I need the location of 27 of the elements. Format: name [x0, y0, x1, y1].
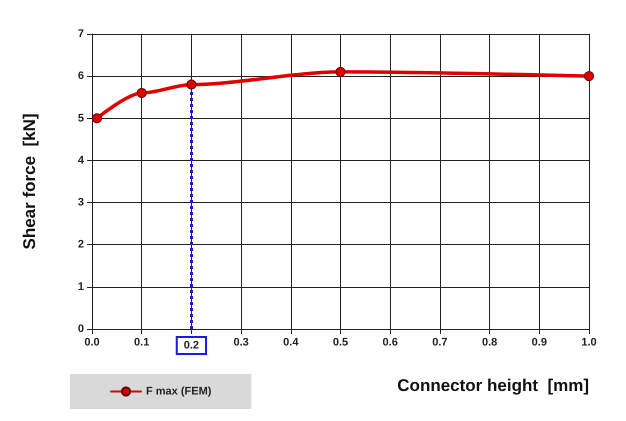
x-tick-label: 0.5 — [332, 336, 348, 348]
y-axis-title: Shear force [kN] — [20, 113, 39, 250]
x-tick-label: 0.7 — [432, 336, 448, 348]
y-tick-label: 5 — [78, 112, 84, 124]
point — [92, 113, 102, 124]
x-tick-label: 0.6 — [382, 336, 398, 348]
point — [186, 80, 196, 90]
y-tick-label: 4 — [78, 154, 85, 166]
y-tick-label: 0 — [78, 323, 84, 335]
y-tick-label: 6 — [78, 70, 84, 82]
x-tick-label: 0.3 — [233, 336, 249, 348]
point — [584, 71, 594, 82]
x-tick-label: 0.8 — [482, 336, 498, 348]
y-tick-label: 3 — [78, 196, 84, 209]
x-tick-label: 0.1 — [134, 336, 150, 348]
x-tick-label: 0.4 — [283, 336, 300, 348]
x-axis-title: Connector height [mm] — [397, 376, 589, 395]
point — [336, 66, 346, 77]
x-tick-label: 1.0 — [581, 336, 597, 348]
y-tick-label: 7 — [78, 28, 84, 40]
x-tick-label: 0.2 — [184, 340, 200, 352]
point — [136, 88, 147, 98]
x-tick-label: 0.9 — [532, 336, 547, 348]
legend-label: F max (FEM) — [146, 386, 212, 398]
y-tick-label: 2 — [78, 238, 84, 251]
x-tick-label: 0.0 — [84, 336, 100, 348]
y-tick-label: 1 — [78, 280, 84, 293]
